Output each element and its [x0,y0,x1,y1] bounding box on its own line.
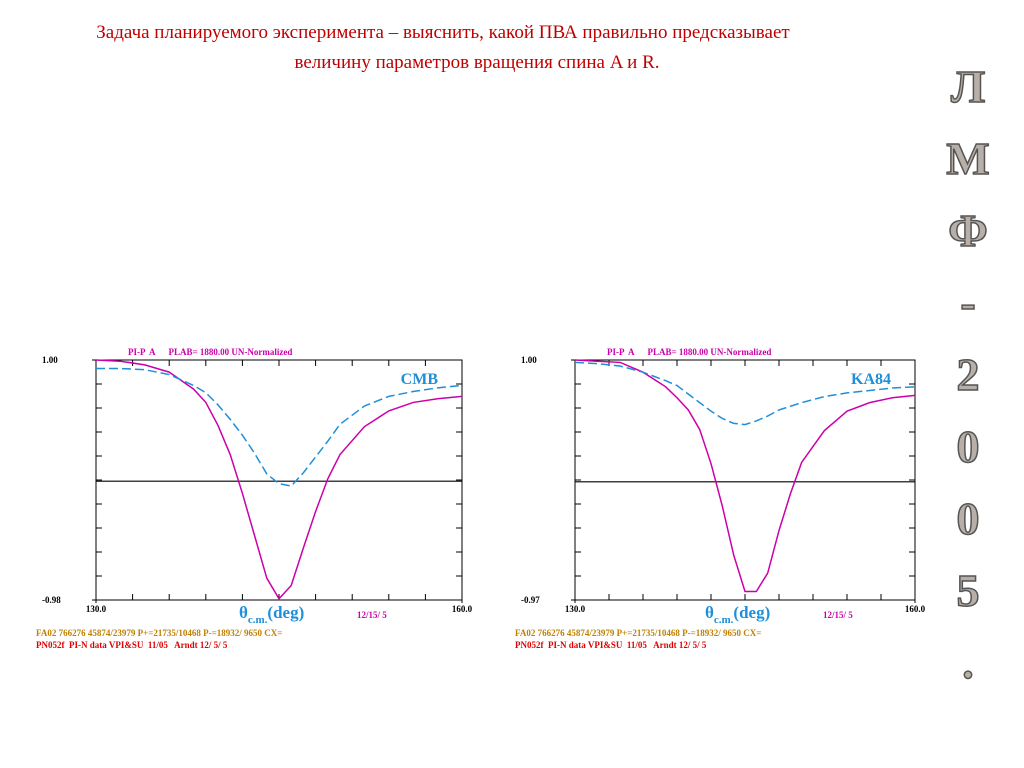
y-tick-label: 1.00 [42,355,58,365]
chart-title: PI-P A PLAB= 1880.00 UN-Normalized [128,347,292,357]
x-tick-label: 160.0 [452,604,473,614]
plot-frame [95,359,463,601]
side-letter: 0 [957,421,980,472]
series-line [96,367,463,487]
heading-line: Задача планируемого эксперимента – выясн… [96,22,790,43]
x-tick-label: 130.0 [86,604,107,614]
side-letter: 5 [957,565,980,616]
y-tick-label: -0.97 [521,595,540,605]
x-label-symbol: θ [705,603,714,622]
side-letter: 0 [957,493,980,544]
x-axis-label: θc.m.(deg) [239,603,304,626]
series-line [95,359,463,601]
x-axis-label: θc.m.(deg) [705,603,770,626]
side-letter: М [946,133,989,184]
plot-frame [574,359,916,601]
legend-label: CMB [401,371,439,388]
x-tick-label: 160.0 [905,604,926,614]
date-label: 12/15/ 5 [823,610,853,620]
legend-label: KA84 [851,371,891,388]
x-label-subscript: c.m. [714,614,734,626]
footer-line: PN052f PI-N data VPI&SU 11/05 Arndt 12/ … [36,640,228,650]
y-tick-label: 1.00 [521,355,537,365]
footer-line: FA02 766276 45874/23979 P+=21735/10468 P… [515,628,761,638]
x-label-symbol: θ [239,603,248,622]
heading-line: величину параметров вращения спина A и R… [294,52,659,73]
x-label-unit: (deg) [733,603,770,622]
side-letter: Ф [948,205,988,256]
chart-title: PI-P A PLAB= 1880.00 UN-Normalized [607,347,771,357]
footer-line: PN052f PI-N data VPI&SU 11/05 Arndt 12/ … [515,640,707,650]
side-letter: 2 [957,349,980,400]
x-label-subscript: c.m. [248,614,268,626]
side-letter: - [960,277,975,328]
date-label: 12/15/ 5 [357,610,387,620]
series-line [574,361,916,426]
x-label-unit: (deg) [267,603,304,622]
y-tick-label: -0.98 [42,595,61,605]
footer-line: FA02 766276 45874/23979 P+=21735/10468 P… [36,628,282,638]
series-line [574,359,916,593]
x-tick-label: 130.0 [565,604,586,614]
side-letter: Л [951,61,985,112]
side-letter: . [962,637,974,688]
